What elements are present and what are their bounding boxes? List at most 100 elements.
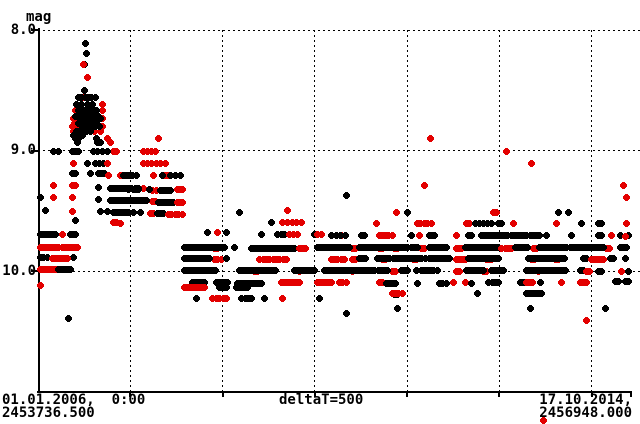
data-point	[453, 232, 460, 239]
data-point	[484, 220, 491, 227]
data-point	[172, 172, 179, 179]
data-point	[83, 50, 90, 57]
data-point	[101, 170, 108, 177]
data-point	[284, 207, 291, 214]
x-axis-tick	[129, 391, 132, 397]
data-point	[144, 160, 151, 167]
x-axis-tick	[313, 391, 316, 397]
data-point	[216, 295, 223, 302]
x-axis-end-tick	[629, 391, 632, 397]
data-point	[392, 268, 399, 275]
data-point	[99, 107, 106, 114]
data-point	[379, 279, 386, 286]
data-point	[177, 172, 184, 179]
data-point	[99, 101, 106, 108]
data-point	[352, 256, 359, 263]
data-point	[500, 267, 507, 274]
data-point	[59, 231, 66, 238]
data-point	[385, 232, 392, 239]
data-point	[395, 290, 402, 297]
data-point	[113, 148, 120, 155]
x-axis-tick	[590, 391, 593, 397]
data-point	[565, 209, 572, 216]
data-point	[333, 232, 340, 239]
data-point	[610, 255, 617, 262]
data-point	[258, 231, 265, 238]
data-point	[318, 231, 325, 238]
data-point	[75, 148, 82, 155]
x-start-jd-label: 2453736.500	[2, 405, 95, 421]
data-point	[462, 279, 469, 286]
data-point	[393, 209, 400, 216]
data-point	[81, 87, 88, 94]
data-point	[64, 255, 71, 262]
data-point	[495, 255, 502, 262]
data-point	[117, 220, 124, 227]
data-point	[266, 256, 273, 263]
data-point	[392, 280, 399, 287]
data-point	[472, 220, 479, 227]
data-point	[72, 182, 79, 189]
data-point	[72, 170, 79, 177]
data-point	[538, 290, 545, 297]
data-point	[617, 232, 624, 239]
data-point	[214, 256, 221, 263]
data-point	[92, 94, 99, 101]
data-point	[458, 245, 465, 252]
horizontal-gridline	[38, 150, 640, 151]
x-end-date-label: 17.10.2014,	[539, 392, 632, 408]
data-point	[76, 128, 83, 135]
data-point	[94, 148, 101, 155]
y-axis-tick	[31, 149, 38, 152]
x-axis-tick	[221, 391, 224, 397]
data-point	[421, 245, 428, 252]
data-point	[476, 220, 483, 227]
data-point	[608, 232, 615, 239]
data-point	[343, 192, 350, 199]
data-point	[261, 295, 268, 302]
data-point	[40, 254, 47, 261]
data-point	[620, 182, 627, 189]
data-point	[104, 208, 111, 215]
data-point	[55, 148, 62, 155]
data-point	[428, 220, 435, 227]
data-point	[508, 245, 515, 252]
data-point	[346, 244, 353, 251]
data-point	[150, 172, 157, 179]
data-point	[99, 148, 106, 155]
data-point	[69, 208, 76, 215]
data-point	[50, 194, 57, 201]
data-point	[339, 279, 346, 286]
data-point	[140, 148, 147, 155]
data-point	[302, 245, 309, 252]
data-point	[82, 40, 89, 47]
data-point	[625, 278, 632, 285]
data-point	[586, 268, 593, 275]
x-axis-line	[37, 391, 632, 393]
data-point	[510, 220, 517, 227]
data-point	[421, 182, 428, 189]
data-point	[140, 160, 147, 167]
data-point	[93, 115, 100, 122]
data-point	[157, 160, 164, 167]
data-point	[568, 232, 575, 239]
data-point	[523, 232, 530, 239]
data-point	[70, 254, 77, 261]
data-point	[168, 211, 175, 218]
data-point	[328, 232, 335, 239]
data-point	[91, 128, 98, 135]
data-point	[67, 266, 74, 273]
data-point	[404, 244, 411, 251]
data-point	[598, 232, 605, 239]
data-point	[480, 267, 487, 274]
data-point	[84, 101, 91, 108]
data-point	[443, 280, 450, 287]
data-point	[128, 185, 135, 192]
data-point	[93, 135, 100, 142]
data-point	[342, 232, 349, 239]
data-point	[65, 315, 72, 322]
data-point	[503, 148, 510, 155]
data-point	[583, 255, 590, 262]
data-point	[468, 232, 475, 239]
